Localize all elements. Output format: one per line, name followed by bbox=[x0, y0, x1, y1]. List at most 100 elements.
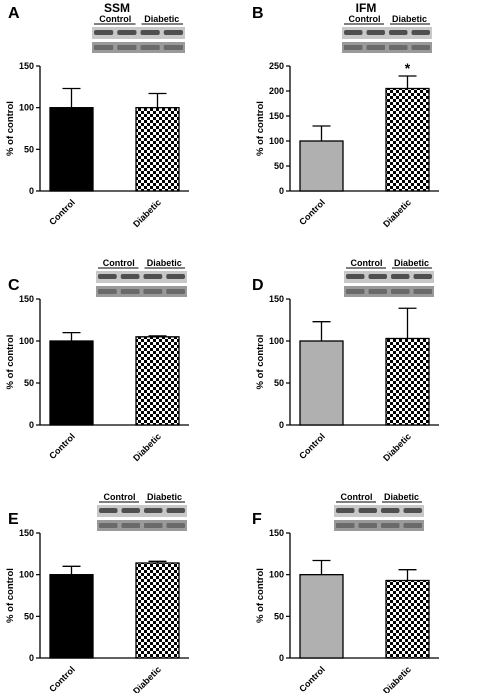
blot-band-loading bbox=[403, 523, 422, 528]
panel-letter: E bbox=[8, 511, 19, 528]
blot-band-loading bbox=[336, 523, 355, 528]
y-tick-label: 100 bbox=[269, 336, 284, 346]
blot-band bbox=[403, 508, 422, 513]
y-tick-label: 50 bbox=[274, 378, 284, 388]
y-tick-label: 100 bbox=[19, 570, 34, 580]
blot-band-loading bbox=[344, 45, 363, 50]
blot-lane-label: Control bbox=[104, 492, 136, 502]
blot-band-loading bbox=[144, 523, 163, 528]
panel-letter: A bbox=[8, 5, 20, 22]
bar-control bbox=[49, 574, 94, 659]
blot-lane-label: Diabetic bbox=[147, 258, 182, 268]
x-category-label: Control bbox=[297, 197, 327, 227]
blot-band bbox=[163, 30, 183, 35]
x-category-label: Diabetic bbox=[131, 197, 163, 229]
bar-control bbox=[49, 340, 94, 426]
blot-band-loading bbox=[389, 45, 408, 50]
blot-band bbox=[411, 30, 430, 35]
y-axis-label: % of control bbox=[5, 101, 16, 156]
blot-band-loading bbox=[120, 289, 140, 294]
significance-marker: * bbox=[405, 60, 411, 76]
bar-control bbox=[299, 340, 344, 426]
blot-strip bbox=[96, 271, 187, 283]
x-category-label: Diabetic bbox=[131, 431, 163, 463]
y-tick-label: 150 bbox=[19, 528, 34, 538]
x-category-label: Diabetic bbox=[131, 664, 163, 693]
panel-e: ESSMControlDiabetic050100150% of control… bbox=[5, 492, 189, 693]
x-category-label: Diabetic bbox=[381, 431, 413, 463]
y-tick-label: 0 bbox=[29, 186, 34, 196]
bar-control bbox=[299, 140, 344, 192]
blot-strip bbox=[92, 27, 185, 39]
blot-band-loading bbox=[166, 289, 185, 294]
y-tick-label: 0 bbox=[279, 653, 284, 663]
blot-band bbox=[98, 274, 117, 279]
y-tick-label: 150 bbox=[269, 294, 284, 304]
bar-diabetic bbox=[135, 562, 180, 659]
y-axis-label: % of control bbox=[255, 335, 266, 390]
x-category-label: Control bbox=[47, 197, 77, 227]
blot-strip bbox=[342, 27, 432, 39]
blot-band bbox=[413, 274, 432, 279]
y-tick-label: 200 bbox=[269, 86, 284, 96]
panel-d: DIFMControlDiabetic050100150% of control… bbox=[252, 258, 439, 463]
blot-band bbox=[117, 30, 137, 35]
blot-band-loading bbox=[366, 45, 385, 50]
blot-band-loading bbox=[143, 289, 163, 294]
blot-band bbox=[121, 508, 140, 513]
bar-diabetic bbox=[135, 336, 180, 426]
blot-band-loading bbox=[391, 289, 410, 294]
panel-letter: C bbox=[8, 277, 20, 294]
blot-title: SSM bbox=[104, 1, 130, 15]
blot-lane-label: Diabetic bbox=[384, 492, 419, 502]
blot-band-loading bbox=[346, 289, 365, 294]
blot-band bbox=[94, 30, 114, 35]
blot-lane-label: Diabetic bbox=[392, 14, 427, 24]
blot-band-loading bbox=[121, 523, 140, 528]
panel-letter: B bbox=[252, 5, 264, 22]
blot-band bbox=[120, 274, 140, 279]
bar-control bbox=[299, 574, 344, 659]
blot-strip bbox=[344, 271, 434, 283]
blot-band-loading bbox=[411, 45, 430, 50]
bar-control bbox=[49, 107, 94, 192]
blot-band bbox=[143, 274, 163, 279]
blot-lane-label: Control bbox=[341, 492, 373, 502]
blot-band bbox=[389, 30, 408, 35]
panel-f: FIFMControlDiabetic050100150% of control… bbox=[252, 492, 439, 693]
blot-lane-label: Diabetic bbox=[147, 492, 182, 502]
bar-diabetic bbox=[385, 87, 430, 192]
y-tick-label: 150 bbox=[19, 61, 34, 71]
panel-c: CSSMControlDiabetic050100150% of control… bbox=[5, 258, 189, 463]
y-tick-label: 0 bbox=[279, 186, 284, 196]
y-tick-label: 50 bbox=[24, 378, 34, 388]
panel-letter: F bbox=[252, 511, 262, 528]
blot-strip-loading bbox=[96, 286, 187, 297]
blot-strip bbox=[334, 505, 424, 517]
blot-band-loading bbox=[99, 523, 118, 528]
x-category-label: Diabetic bbox=[381, 197, 413, 229]
y-tick-label: 50 bbox=[24, 144, 34, 154]
blot-band-loading bbox=[94, 45, 114, 50]
blot-lane-label: Control bbox=[99, 14, 131, 24]
y-axis-label: % of control bbox=[255, 101, 266, 156]
y-axis-label: % of control bbox=[5, 568, 16, 623]
x-category-label: Diabetic bbox=[381, 664, 413, 693]
blot-band-loading bbox=[117, 45, 137, 50]
x-category-label: Control bbox=[297, 431, 327, 461]
bar-diabetic bbox=[385, 579, 430, 659]
blot-title: IFM bbox=[356, 1, 377, 15]
y-tick-label: 150 bbox=[19, 294, 34, 304]
blot-band-loading bbox=[140, 45, 160, 50]
bar-diabetic bbox=[385, 337, 430, 426]
blot-band bbox=[368, 274, 387, 279]
x-category-label: Control bbox=[297, 664, 327, 693]
blot-band bbox=[381, 508, 400, 513]
y-tick-label: 100 bbox=[269, 136, 284, 146]
blot-band-loading bbox=[381, 523, 400, 528]
y-tick-label: 250 bbox=[269, 61, 284, 71]
y-tick-label: 50 bbox=[274, 611, 284, 621]
blot-lane-label: Control bbox=[351, 258, 383, 268]
blot-band-loading bbox=[163, 45, 183, 50]
